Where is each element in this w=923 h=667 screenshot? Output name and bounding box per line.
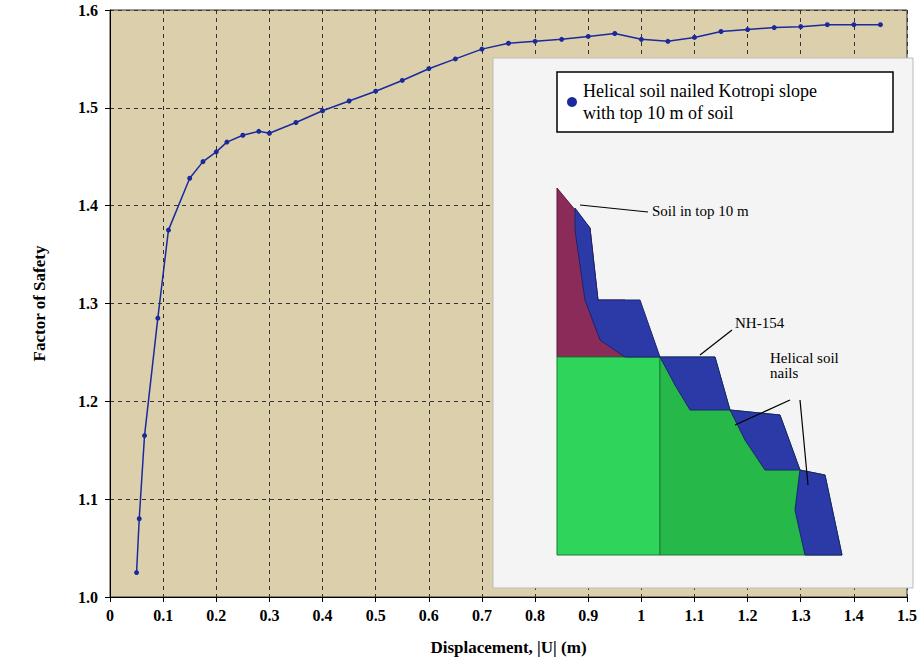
svg-text:1.2: 1.2	[738, 607, 758, 624]
svg-text:1.2: 1.2	[78, 393, 98, 410]
svg-text:with top 10 m of soil: with top 10 m of soil	[583, 103, 734, 123]
svg-text:1.3: 1.3	[791, 607, 811, 624]
svg-text:0.4: 0.4	[313, 607, 333, 624]
svg-text:1.6: 1.6	[78, 2, 98, 19]
svg-text:Factor of Safety: Factor of Safety	[30, 245, 49, 361]
svg-text:1.3: 1.3	[78, 295, 98, 312]
svg-text:1.0: 1.0	[78, 589, 98, 606]
svg-text:0.5: 0.5	[366, 607, 386, 624]
svg-text:1: 1	[637, 607, 645, 624]
svg-text:1.4: 1.4	[844, 607, 864, 624]
svg-text:0.1: 0.1	[153, 607, 173, 624]
svg-text:Displacement, |U| (m): Displacement, |U| (m)	[430, 638, 586, 657]
svg-text:Helical soil nailed Kotropi sl: Helical soil nailed Kotropi slope	[583, 81, 821, 101]
svg-text:Soil in top 10 m: Soil in top 10 m	[652, 203, 749, 219]
svg-text:0.9: 0.9	[578, 607, 598, 624]
svg-text:1.1: 1.1	[78, 491, 98, 508]
svg-text:0.2: 0.2	[206, 607, 226, 624]
svg-text:1.5: 1.5	[78, 99, 98, 116]
svg-text:Helical soil: Helical soil	[770, 350, 842, 366]
svg-text:1.1: 1.1	[684, 607, 704, 624]
svg-text:nails: nails	[770, 365, 798, 381]
svg-text:1.5: 1.5	[897, 607, 917, 624]
svg-text:1.4: 1.4	[78, 197, 98, 214]
svg-text:0: 0	[106, 607, 114, 624]
svg-text:0.6: 0.6	[419, 607, 439, 624]
svg-text:0.7: 0.7	[472, 607, 492, 624]
svg-text:0.3: 0.3	[259, 607, 279, 624]
svg-text:0.8: 0.8	[525, 607, 545, 624]
svg-text:NH-154: NH-154	[735, 315, 785, 331]
